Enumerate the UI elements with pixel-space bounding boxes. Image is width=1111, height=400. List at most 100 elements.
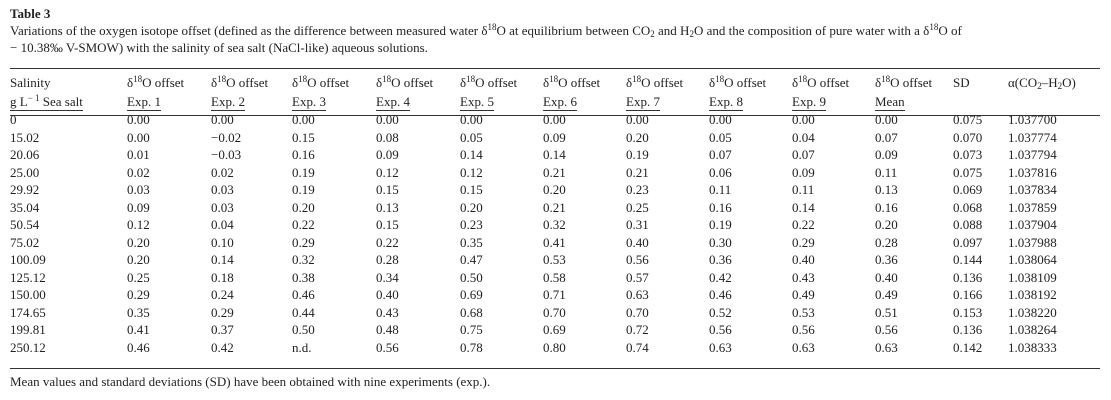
value-cell: 0.63 — [626, 287, 649, 302]
value-cell: 0.22 — [792, 217, 815, 232]
value-cell: 0.03 — [211, 199, 234, 215]
value-cell: 0.00 — [376, 112, 399, 127]
header-exp-4: Exp. 4 — [376, 94, 410, 111]
header-exp-3: Exp. 3 — [292, 94, 326, 111]
value-cell: 0.29 — [211, 304, 234, 320]
value-cell: 1.037904 — [1008, 217, 1057, 232]
header-exp-5: Exp. 5 — [460, 94, 494, 111]
value-cell: 0.35 — [460, 234, 483, 250]
value-cell: 1.037774 — [1008, 129, 1057, 145]
value-cell: 0.05 — [709, 129, 732, 145]
value-cell: 0.00 — [292, 112, 315, 127]
value-cell: 0.46 — [127, 339, 150, 355]
value-cell: 0.14 — [792, 199, 815, 215]
value-cell: 0.30 — [709, 234, 732, 250]
value-cell: 0.42 — [211, 339, 234, 355]
value-cell: 0.56 — [709, 322, 732, 337]
table-row: 250.12 0.46 0.42 n.d. 0.56 0.78 0.80 0.74 0.63 0.… — [10, 339, 1096, 357]
value-cell: 0.07 — [709, 147, 732, 162]
value-cell: 0.13 — [376, 199, 399, 215]
value-cell: 0.12 — [460, 164, 483, 180]
table-row: 25.00 0.02 0.02 0.19 0.12 0.12 0.21 0.21 0.06 0.0… — [10, 164, 1096, 182]
value-cell: 0.136 — [953, 322, 983, 337]
value-cell: 0.58 — [543, 269, 566, 285]
value-cell: 0.47 — [460, 252, 483, 267]
value-cell: 0.69 — [543, 322, 566, 337]
table-caption-block: Table 3 Variations of the oxygen isotope… — [10, 6, 1102, 56]
value-cell: 0.19 — [709, 217, 732, 232]
value-cell: 0.00 — [460, 112, 483, 127]
value-cell: 0.20 — [127, 252, 150, 267]
value-cell: 0.49 — [792, 287, 815, 302]
value-cell: 0.08 — [376, 129, 399, 145]
value-cell: 0.22 — [292, 217, 315, 232]
table-row: 29.92 0.03 0.03 0.19 0.15 0.15 0.20 0.23 0.11 0.1… — [10, 181, 1096, 199]
header-offset: δ18O offset — [543, 74, 601, 91]
value-cell: 0.43 — [376, 304, 399, 320]
value-cell: 0.75 — [460, 322, 483, 337]
value-cell: 0.15 — [460, 182, 483, 197]
salinity-cell: 150.00 — [10, 287, 46, 302]
table-row: 15.02 0.00 −0.02 0.15 0.08 0.05 0.09 0.20 0.05 0.… — [10, 129, 1096, 147]
header-sd: SD — [953, 75, 970, 90]
header-offset: δ18O offset — [875, 74, 933, 91]
value-cell: 0.11 — [875, 164, 898, 180]
value-cell: 0.142 — [953, 339, 983, 355]
value-cell: 0.12 — [127, 217, 150, 232]
value-cell: 0.19 — [292, 164, 315, 180]
value-cell: 0.14 — [460, 147, 483, 162]
value-cell: 0.78 — [460, 339, 483, 355]
value-cell: 0.36 — [875, 252, 898, 267]
value-cell: 0.44 — [292, 304, 315, 320]
value-cell: 0.29 — [127, 287, 150, 302]
value-cell: 0.41 — [543, 234, 566, 250]
value-cell: 0.00 — [875, 112, 898, 127]
salinity-cell: 125.12 — [10, 269, 46, 285]
table-row: 100.09 0.20 0.14 0.32 0.28 0.47 0.53 0.56 0.36 0.… — [10, 251, 1096, 269]
value-cell: 1.037834 — [1008, 182, 1057, 197]
value-cell: 1.037988 — [1008, 234, 1057, 250]
value-cell: 0.09 — [875, 147, 898, 162]
salinity-cell: 250.12 — [10, 339, 46, 355]
header-offset: δ18O offset — [709, 74, 767, 91]
value-cell: 0.00 — [127, 112, 150, 127]
data-table: Salinity δ18O offset δ18O offset δ18O offse… — [10, 73, 1096, 356]
table-row: 150.00 0.29 0.24 0.46 0.40 0.69 0.71 0.63 0.46 0.… — [10, 286, 1096, 304]
header-exp-6: Exp. 6 — [543, 94, 577, 111]
salinity-cell: 15.02 — [10, 129, 40, 145]
header-row-offset: Salinity δ18O offset δ18O offset δ18O offse… — [10, 73, 1096, 93]
value-cell: 0.09 — [543, 129, 566, 145]
header-salinity: Salinity — [10, 73, 127, 93]
table-caption: Variations of the oxygen isotope offset … — [10, 22, 962, 56]
value-cell: 0.14 — [543, 147, 566, 162]
value-cell: 0.144 — [953, 252, 983, 267]
value-cell: 0.37 — [211, 322, 234, 337]
value-cell: 0.49 — [875, 287, 898, 302]
value-cell: 0.56 — [376, 339, 399, 355]
value-cell: 0.71 — [543, 287, 566, 302]
value-cell: 0.00 — [709, 112, 732, 127]
value-cell: 0.05 — [460, 129, 483, 145]
value-cell: 0.11 — [709, 182, 732, 197]
salinity-cell: 199.81 — [10, 322, 46, 337]
value-cell: 0.51 — [875, 304, 898, 320]
value-cell: 0.075 — [953, 112, 983, 127]
salinity-cell: 35.04 — [10, 199, 40, 215]
value-cell: 0.21 — [543, 164, 566, 180]
value-cell: 0.16 — [292, 147, 315, 162]
value-cell: 0.00 — [626, 112, 649, 127]
header-offset: δ18O offset — [626, 74, 684, 91]
value-cell: 0.153 — [953, 304, 983, 320]
value-cell: 0.72 — [626, 322, 649, 337]
value-cell: 0.40 — [376, 287, 399, 302]
value-cell: 0.53 — [792, 304, 815, 320]
value-cell: 0.24 — [211, 287, 234, 302]
table-row: 50.54 0.12 0.04 0.22 0.15 0.23 0.32 0.31 0.19 0.2… — [10, 216, 1096, 234]
value-cell: 0.46 — [292, 287, 315, 302]
salinity-cell: 0 — [10, 112, 17, 127]
value-cell: 0.12 — [376, 164, 399, 180]
table-row: 0 0.00 0.00 0.00 0.00 0.00 0.00 0.00 0.00 0.00 0.0… — [10, 111, 1096, 129]
table-row: 174.65 0.35 0.29 0.44 0.43 0.68 0.70 0.70 0.52 0.… — [10, 304, 1096, 322]
value-cell: 1.037700 — [1008, 112, 1057, 127]
value-cell: 0.63 — [875, 339, 898, 355]
